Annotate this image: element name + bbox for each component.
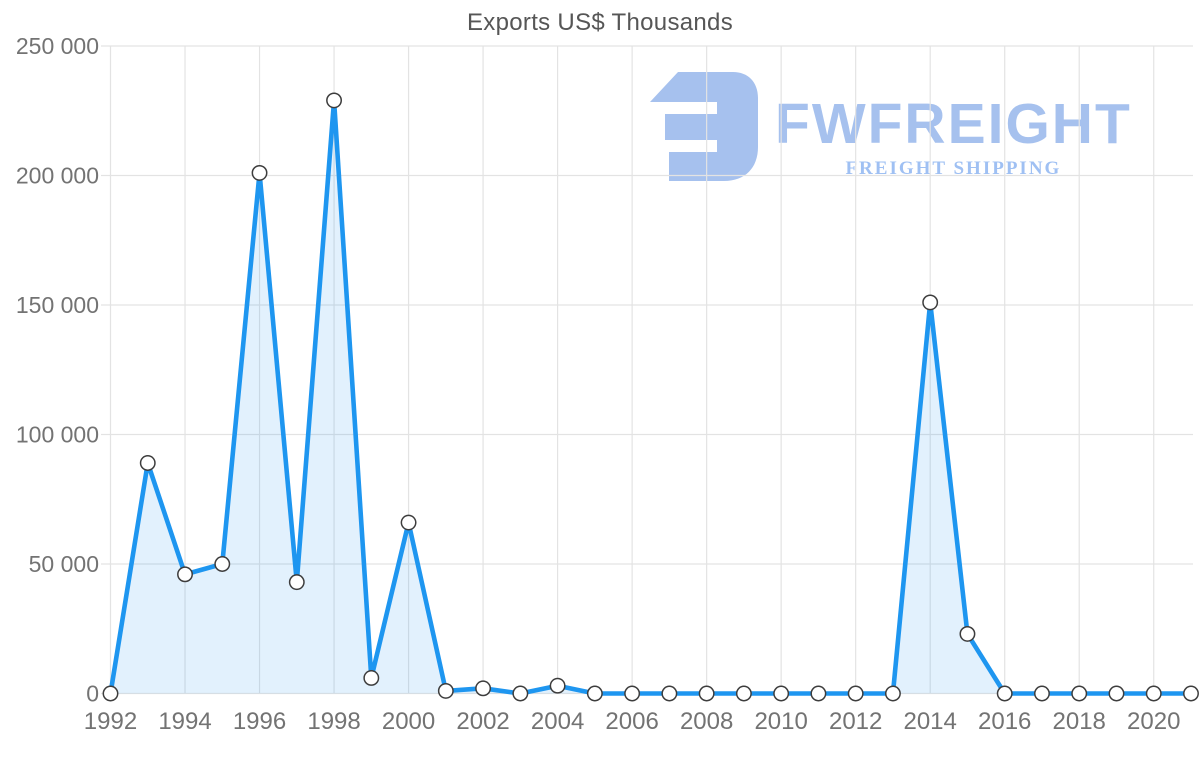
x-tick-label-2000: 2000	[382, 708, 435, 735]
y-tick-label-100000: 100 000	[16, 422, 99, 448]
data-point-2013[interactable]	[884, 685, 901, 702]
data-point-2004[interactable]	[549, 677, 566, 694]
y-tick-label-200000: 200 000	[16, 163, 99, 189]
data-point-2018[interactable]	[1071, 685, 1088, 702]
x-tick-label-1992: 1992	[84, 708, 137, 735]
x-tick-label-1994: 1994	[158, 708, 211, 735]
data-point-2002[interactable]	[475, 680, 492, 697]
brand-watermark: FWFREIGHT FREIGHT SHIPPING	[645, 72, 1132, 181]
data-point-2006[interactable]	[624, 685, 641, 702]
data-point-2003[interactable]	[512, 685, 529, 702]
data-point-2020[interactable]	[1145, 685, 1162, 702]
data-point-1997[interactable]	[288, 574, 305, 591]
data-point-1992[interactable]	[102, 685, 119, 702]
data-point-2007[interactable]	[661, 685, 678, 702]
x-tick-label-2018: 2018	[1053, 708, 1106, 735]
x-tick-label-2008: 2008	[680, 708, 733, 735]
data-point-2015[interactable]	[959, 625, 976, 642]
data-point-2021[interactable]	[1183, 685, 1199, 702]
data-point-2009[interactable]	[735, 685, 752, 702]
x-tick-label-1996: 1996	[233, 708, 286, 735]
data-point-1994[interactable]	[177, 566, 193, 583]
data-point-2014[interactable]	[922, 294, 939, 311]
data-point-1993[interactable]	[139, 455, 156, 471]
data-point-2008[interactable]	[698, 685, 715, 702]
data-point-2017[interactable]	[1034, 685, 1050, 702]
x-tick-label-2002: 2002	[456, 708, 509, 735]
brand-name: FWFREIGHT	[775, 92, 1132, 156]
data-point-2011[interactable]	[810, 685, 827, 702]
x-tick-label-2010: 2010	[754, 708, 807, 735]
x-tick-label-2012: 2012	[829, 708, 882, 735]
area-fill	[110, 100, 1191, 694]
x-tick-label-2014: 2014	[903, 708, 956, 735]
chart-title: Exports US$ Thousands	[467, 9, 733, 36]
data-point-2000[interactable]	[400, 514, 417, 531]
data-point-2019[interactable]	[1108, 685, 1125, 702]
x-tick-label-2004: 2004	[531, 708, 584, 735]
data-point-2012[interactable]	[847, 685, 864, 702]
x-tick-label-2006: 2006	[605, 708, 658, 735]
brand-text-block: FWFREIGHT FREIGHT SHIPPING	[775, 72, 1132, 180]
data-point-2010[interactable]	[773, 685, 790, 702]
data-point-2001[interactable]	[437, 682, 454, 699]
y-tick-label-50000: 50 000	[29, 551, 99, 577]
data-point-1996[interactable]	[251, 164, 268, 181]
data-point-2005[interactable]	[586, 685, 603, 702]
x-tick-label-2016: 2016	[978, 708, 1031, 735]
brand-tagline: FREIGHT SHIPPING	[845, 158, 1062, 179]
data-point-2016[interactable]	[996, 685, 1013, 702]
x-tick-label-2020: 2020	[1127, 708, 1180, 735]
data-point-1998[interactable]	[326, 92, 343, 109]
data-point-1995[interactable]	[214, 556, 231, 572]
data-point-1999[interactable]	[363, 670, 380, 686]
y-tick-label-250000: 250 000	[16, 33, 99, 59]
y-tick-label-150000: 150 000	[16, 292, 99, 318]
x-tick-label-1998: 1998	[307, 708, 360, 735]
fwfreight-logo-icon	[650, 72, 758, 181]
y-tick-label-0: 0	[86, 681, 99, 707]
